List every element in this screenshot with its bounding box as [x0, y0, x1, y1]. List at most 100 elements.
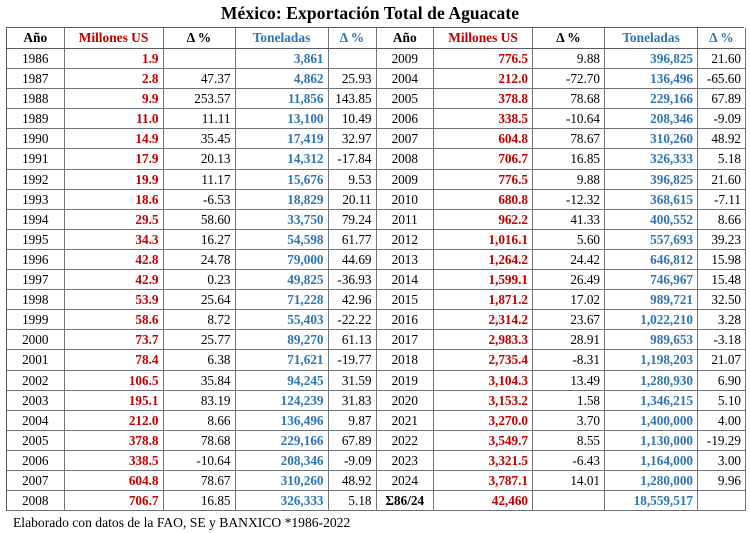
cell-anio: 2010 [376, 189, 434, 210]
cell-toneladas: 368,615 [604, 189, 698, 210]
cell-toneladas: 1,346,215 [604, 390, 698, 411]
cell-millones-us: 78.4 [64, 349, 164, 371]
cell-delta-toneladas [697, 490, 746, 512]
cell-toneladas: 326,333 [235, 490, 329, 512]
cell-delta-millones: 47.37 [163, 68, 236, 90]
cell-delta-millones: 24.42 [532, 249, 605, 271]
cell-delta-toneladas [328, 48, 377, 70]
cell-anio: 1994 [7, 209, 65, 230]
table-row: 2011 962.2 41.33 400,552 8.66 [376, 209, 746, 230]
cell-delta-toneladas: -7.11 [697, 189, 746, 210]
cell-delta-toneladas: -3.18 [697, 329, 746, 351]
cell-toneladas: 11,856 [235, 88, 329, 110]
cell-millones-us: 195.1 [64, 390, 164, 411]
cell-delta-millones: -72.70 [532, 68, 605, 90]
cell-delta-millones: 83.19 [163, 390, 236, 411]
table-body-right: 2009 776.5 9.88 396,825 21.60 2004 212.0 -72.70… [376, 48, 746, 512]
cell-delta-millones: -10.64 [163, 450, 236, 471]
header-delta-toneladas: Δ % [328, 28, 377, 49]
table-row: 1999 58.6 8.72 55,403 -22.22 [7, 309, 377, 331]
table-row: 1995 34.3 16.27 54,598 61.77 [7, 229, 377, 250]
table-row: 2021 3,270.0 3.70 1,400,000 4.00 [376, 410, 746, 431]
cell-anio: 2005 [376, 88, 434, 110]
cell-anio: 2005 [7, 430, 65, 451]
table-row: 2020 3,153.2 1.58 1,346,215 5.10 [376, 390, 746, 411]
cell-toneladas: 89,270 [235, 329, 329, 351]
cell-anio: 1987 [7, 68, 65, 90]
cell-toneladas: 229,166 [604, 88, 698, 110]
source-note: Elaborado con datos de la FAO, SE y BANX… [13, 515, 351, 531]
table-row: 2017 2,983.3 28.91 989,653 -3.18 [376, 329, 746, 351]
cell-delta-millones [532, 490, 605, 512]
table-total-row: Σ86/24 42,460 18,559,517 [376, 490, 746, 512]
cell-millones-us: 1.9 [64, 48, 164, 70]
table-row: 1991 17.9 20.13 14,312 -17.84 [7, 148, 377, 170]
cell-delta-toneladas: 8.66 [697, 209, 746, 230]
cell-toneladas: 4,862 [235, 68, 329, 90]
cell-delta-toneladas: 61.13 [328, 329, 377, 351]
cell-toneladas: 310,260 [235, 470, 329, 492]
cell-millones-us: 3,153.2 [433, 390, 533, 411]
table-row: 2003 195.1 83.19 124,239 31.83 [7, 390, 377, 411]
cell-millones-us: 212.0 [64, 410, 164, 431]
cell-anio: 2022 [376, 430, 434, 451]
cell-toneladas: 557,693 [604, 229, 698, 250]
cell-delta-toneladas: 79.24 [328, 209, 377, 230]
table-row: 1990 14.9 35.45 17,419 32.97 [7, 128, 377, 150]
table-row: 2023 3,321.5 -6.43 1,164,000 3.00 [376, 450, 746, 471]
cell-anio: 2018 [376, 349, 434, 371]
cell-anio: 2001 [7, 349, 65, 371]
cell-millones-us: 604.8 [433, 128, 533, 150]
cell-delta-millones: 35.84 [163, 370, 236, 391]
cell-anio: 1992 [7, 169, 65, 190]
cell-anio: 2016 [376, 309, 434, 331]
cell-millones-us: 3,270.0 [433, 410, 533, 431]
cell-delta-toneladas: 20.11 [328, 189, 377, 210]
cell-delta-millones: 28.91 [532, 329, 605, 351]
table-row: 2012 1,016.1 5.60 557,693 39.23 [376, 229, 746, 250]
cell-toneladas: 71,228 [235, 289, 329, 311]
cell-delta-toneladas: 61.77 [328, 229, 377, 250]
cell-millones-us: 17.9 [64, 148, 164, 170]
cell-delta-millones: 11.11 [163, 108, 236, 130]
table-header-row: Año Millones US Δ % Toneladas Δ % [7, 28, 377, 49]
cell-delta-toneladas: 39.23 [697, 229, 746, 250]
table-body-left: 1986 1.9 3,861 1987 2.8 47.37 4,862 25.93 1988 9.… [7, 48, 377, 512]
cell-delta-millones: 1.58 [532, 390, 605, 411]
cell-toneladas: 746,967 [604, 269, 698, 291]
cell-delta-millones: 6.38 [163, 349, 236, 371]
table-header-row: Año Millones US Δ % Toneladas Δ % [376, 28, 746, 49]
cell-delta-millones: 26.49 [532, 269, 605, 291]
cell-millones-us: 1,016.1 [433, 229, 533, 250]
cell-delta-toneladas: 9.53 [328, 169, 377, 190]
cell-millones-us: 604.8 [64, 470, 164, 492]
cell-anio: 2009 [376, 48, 434, 70]
cell-millones-us: 19.9 [64, 169, 164, 190]
cell-delta-toneladas: 31.59 [328, 370, 377, 391]
cell-delta-toneladas: -9.09 [328, 450, 377, 471]
cell-millones-us: 378.8 [64, 430, 164, 451]
table-row: 2006 338.5 -10.64 208,346 -9.09 [376, 108, 746, 130]
cell-delta-millones: 25.77 [163, 329, 236, 351]
cell-delta-toneladas: 42.96 [328, 289, 377, 311]
cell-anio: 2015 [376, 289, 434, 311]
cell-toneladas: 136,496 [604, 68, 698, 90]
cell-millones-us: 2.8 [64, 68, 164, 90]
cell-millones-us: 73.7 [64, 329, 164, 351]
cell-anio: 2013 [376, 249, 434, 271]
cell-anio: 1998 [7, 289, 65, 311]
cell-millones-us: 3,104.3 [433, 370, 533, 391]
cell-delta-toneladas: 5.18 [328, 490, 377, 512]
cell-delta-millones: 11.17 [163, 169, 236, 190]
cell-delta-toneladas: -19.77 [328, 349, 377, 371]
cell-anio: 2000 [7, 329, 65, 351]
cell-toneladas: 1,400,000 [604, 410, 698, 431]
table-row: 2009 776.5 9.88 396,825 21.60 [376, 169, 746, 190]
cell-millones-us: 1,871.2 [433, 289, 533, 311]
cell-toneladas: 1,022,210 [604, 309, 698, 331]
cell-anio: 1986 [7, 48, 65, 70]
cell-delta-toneladas: -65.60 [697, 68, 746, 90]
cell-anio: 2007 [7, 470, 65, 492]
header-delta-millones: Δ % [532, 28, 605, 49]
header-millones-us: Millones US [433, 28, 533, 49]
